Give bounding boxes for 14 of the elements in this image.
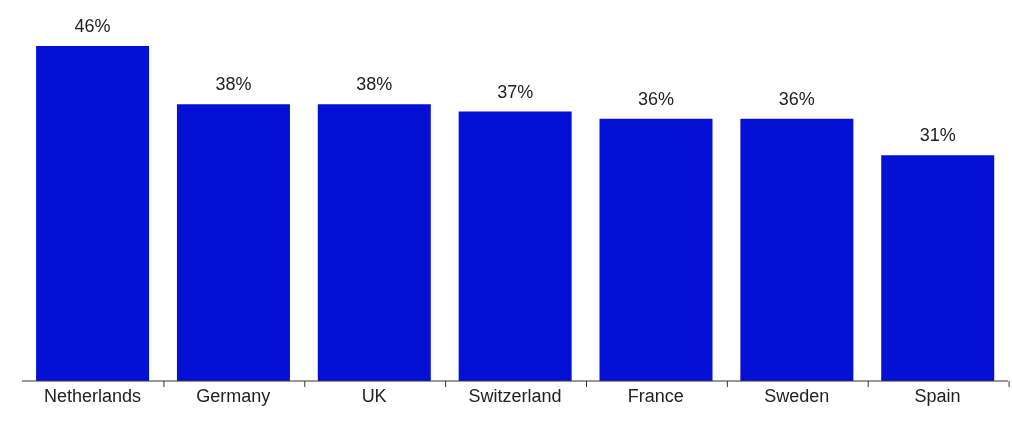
x-tick-label: France xyxy=(627,385,684,406)
x-tick-label: Spain xyxy=(914,385,961,406)
data-label: 37% xyxy=(497,81,534,102)
x-tick-label: UK xyxy=(361,385,387,406)
x-tick-label: Netherlands xyxy=(43,385,141,406)
x-tick-label: Sweden xyxy=(764,385,830,406)
data-label: 36% xyxy=(638,88,675,109)
x-tick-label: Switzerland xyxy=(468,385,562,406)
data-label: 31% xyxy=(919,125,956,146)
data-label: 38% xyxy=(356,74,393,95)
data-label: 38% xyxy=(215,74,252,95)
x-tick-label: Germany xyxy=(196,385,271,406)
data-label: 36% xyxy=(778,88,815,109)
data-label: 46% xyxy=(74,16,111,36)
